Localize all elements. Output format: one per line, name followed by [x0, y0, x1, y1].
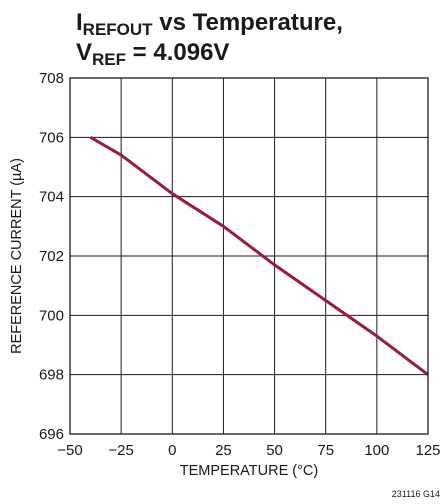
- x-tick-label: 100: [364, 442, 389, 459]
- y-tick-label: 698: [39, 367, 64, 384]
- y-tick-labels: 696 698 700 702 704 706 708: [39, 70, 64, 443]
- y-tick-label: 706: [39, 129, 64, 146]
- y-axis-label: REFERENCE CURRENT (µA): [9, 158, 25, 354]
- y-tick-label: 708: [39, 70, 64, 87]
- x-tick-label: −50: [57, 442, 82, 459]
- y-tick-label: 700: [39, 307, 64, 324]
- chart-title-line-1: IREFOUT vs Temperature,: [76, 9, 343, 39]
- title-line-1-main: I: [76, 9, 83, 36]
- x-axis-label: TEMPERATURE (°C): [180, 463, 318, 479]
- title-line-1-sub: REFOUT: [83, 20, 154, 39]
- series-layer: [89, 136, 429, 376]
- title-line-2-sub: REF: [92, 50, 126, 69]
- x-tick-label: −25: [108, 442, 133, 459]
- figure-code: 231116 G14: [392, 489, 440, 499]
- title-line-2-main: V: [76, 39, 92, 66]
- x-tick-label: 50: [266, 442, 283, 459]
- x-tick-label: 75: [317, 442, 334, 459]
- grid: [69, 77, 429, 435]
- y-tick-label: 702: [39, 248, 64, 265]
- title-line-1-rest: vs Temperature,: [153, 9, 343, 36]
- x-tick-labels: −50 −25 0 25 50 75 100 125: [57, 442, 440, 459]
- y-tick-label: 696: [39, 426, 64, 443]
- title-line-2-rest: = 4.096V: [126, 39, 229, 66]
- x-tick-label: 125: [415, 442, 440, 459]
- plot-frame: [69, 77, 429, 435]
- x-tick-label: 0: [168, 442, 176, 459]
- series-line: [89, 136, 429, 376]
- x-tick-label: 25: [215, 442, 232, 459]
- chart-title-line-2: VREF = 4.096V: [76, 39, 229, 69]
- y-tick-label: 704: [39, 189, 64, 206]
